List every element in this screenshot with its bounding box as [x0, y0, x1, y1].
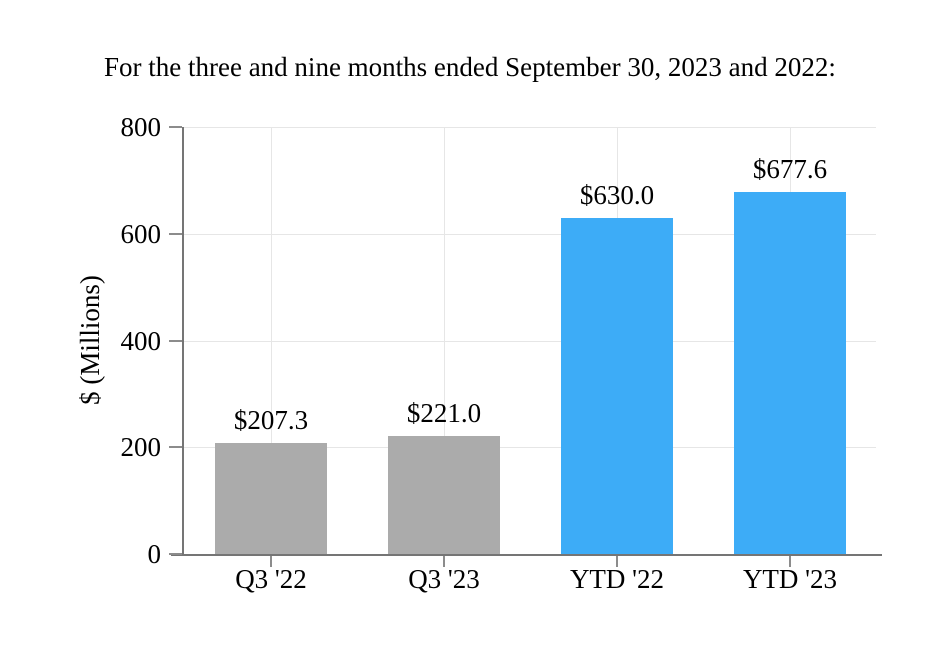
y-tick-label: 800 — [120, 112, 162, 142]
bar — [388, 436, 500, 554]
x-tick-label: Q3 '23 — [408, 564, 480, 594]
x-axis-tick — [270, 556, 272, 567]
gridline-horizontal — [184, 127, 876, 128]
bar-value-label: $677.6 — [752, 154, 828, 184]
bar — [561, 218, 673, 554]
gridline-vertical — [444, 127, 445, 554]
y-axis-tick — [169, 126, 182, 128]
bar — [215, 443, 327, 554]
y-tick-label: 400 — [120, 326, 162, 356]
x-axis-line — [171, 554, 882, 556]
y-tick-label: 600 — [120, 219, 162, 249]
x-axis-tick — [443, 556, 445, 567]
bar — [734, 192, 846, 554]
y-tick-label: 0 — [147, 539, 162, 569]
bar-value-label: $221.0 — [406, 398, 482, 428]
gridline-horizontal — [184, 234, 876, 235]
y-axis-tick — [169, 446, 182, 448]
y-axis-tick — [169, 233, 182, 235]
x-tick-label: Q3 '22 — [235, 564, 307, 594]
y-tick-label: 200 — [120, 432, 162, 462]
y-axis-tick — [169, 340, 182, 342]
x-axis-tick — [616, 556, 618, 567]
gridline-vertical — [271, 127, 272, 554]
x-tick-label: YTD '22 — [569, 564, 665, 594]
y-axis-tick — [169, 553, 182, 555]
x-tick-label: YTD '23 — [742, 564, 838, 594]
gridline-horizontal — [184, 341, 876, 342]
gridline-horizontal — [184, 447, 876, 448]
chart-title: For the three and nine months ended Sept… — [104, 52, 836, 82]
bar-value-label: $207.3 — [233, 405, 309, 435]
bar-value-label: $630.0 — [579, 180, 655, 210]
y-axis-line — [182, 127, 184, 556]
x-axis-tick — [789, 556, 791, 567]
